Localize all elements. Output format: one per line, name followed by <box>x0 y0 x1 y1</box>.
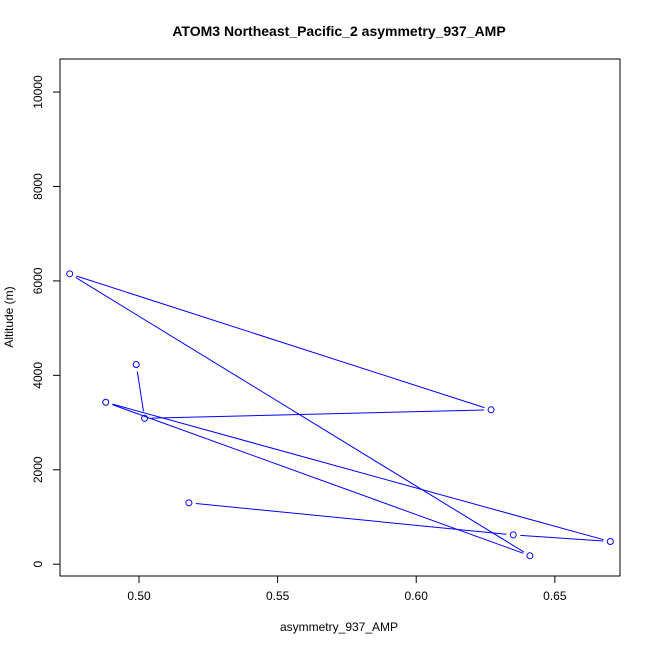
data-point <box>487 406 495 414</box>
series-segment <box>520 534 604 542</box>
plot-frame <box>59 58 621 577</box>
series-points <box>66 270 614 560</box>
y-tick-label: 10000 <box>31 75 45 109</box>
data-point <box>66 270 74 278</box>
y-tick-label: 4000 <box>31 362 45 389</box>
series-segment <box>136 371 144 412</box>
series-segment <box>112 403 604 541</box>
data-point <box>141 414 149 422</box>
series-segment <box>112 404 524 554</box>
data-point <box>132 360 140 368</box>
y-tick-label: 6000 <box>31 267 45 294</box>
data-point <box>606 538 614 546</box>
y-tick-label: 8000 <box>31 173 45 200</box>
data-point <box>102 398 110 406</box>
series-segment <box>151 409 485 419</box>
x-tick-label: 0.65 <box>543 589 567 603</box>
series-lines <box>75 275 604 554</box>
chart-title: ATOM3 Northeast_Pacific_2 asymmetry_937_… <box>172 23 505 39</box>
x-axis: 0.50 0.55 0.60 0.65 <box>127 575 567 603</box>
y-tick-label: 0 <box>31 561 45 568</box>
data-point <box>185 499 193 507</box>
y-axis: 0 2000 4000 6000 8000 10000 <box>31 75 61 568</box>
x-axis-label: asymmetry_937_AMP <box>280 620 398 634</box>
x-tick-label: 0.55 <box>266 589 290 603</box>
series-segment <box>76 275 485 409</box>
data-point <box>526 552 534 560</box>
data-point <box>509 531 517 539</box>
series-segment <box>195 503 507 535</box>
y-tick-label: 2000 <box>31 456 45 483</box>
x-tick-label: 0.50 <box>127 589 151 603</box>
x-tick-label: 0.60 <box>405 589 429 603</box>
y-axis-label: Altitude (m) <box>2 286 16 347</box>
